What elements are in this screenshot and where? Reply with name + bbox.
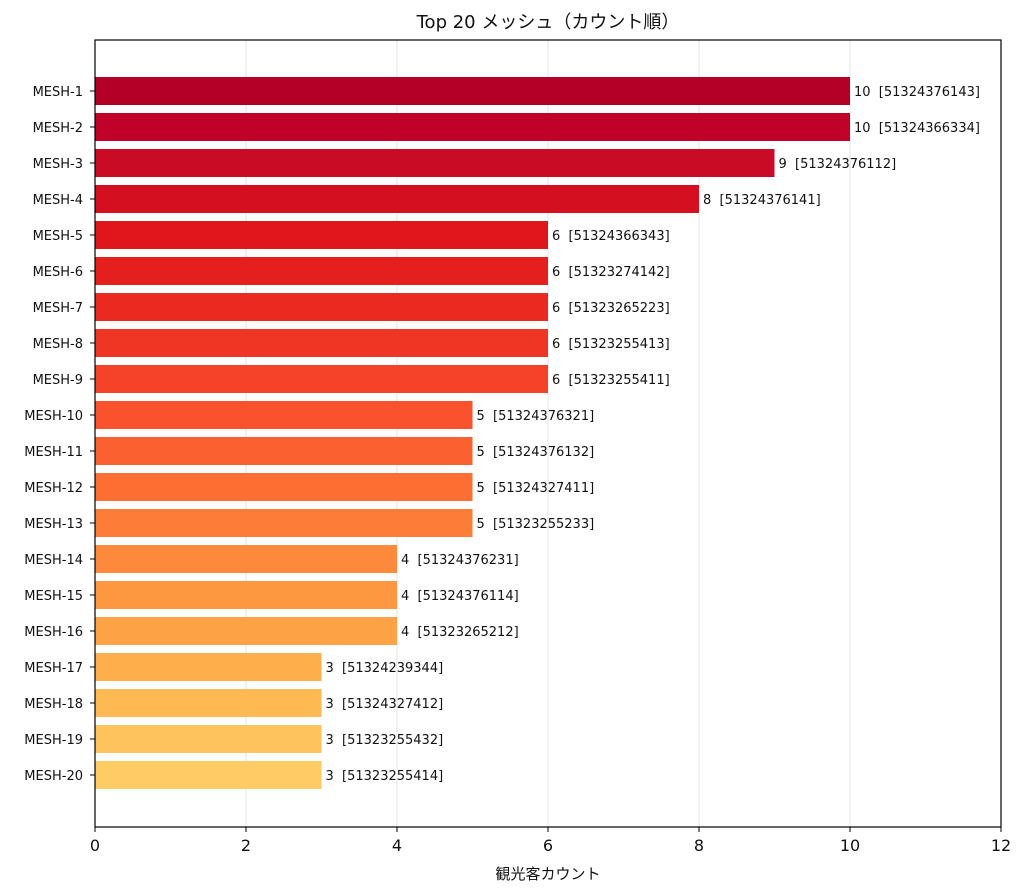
data-label: 5 [51324376132] [477,445,595,460]
y-tick-label: MESH-6 [33,265,83,280]
x-tick-label: 2 [241,836,251,855]
x-tick-label: 10 [840,836,860,855]
x-axis-ticks: 0 2 4 6 8 10 12 [90,827,1011,855]
data-label: 4 [51323265212] [401,625,519,640]
bar [95,77,850,105]
y-axis-ticks: MESH-1 MESH-2 MESH-3 MESH-4 MESH-5 MESH-6 MESH… [24,85,95,784]
y-tick-label: MESH-10 [24,409,83,424]
data-label: 10 [51324376143] [854,85,980,100]
data-label: 3 [51323255432] [326,733,444,748]
y-tick-label: MESH-14 [24,553,83,568]
data-label: 5 [51324327411] [477,481,595,496]
plot-frame [94,39,1002,828]
data-label: 6 [51323255413] [552,337,670,352]
bar [95,365,548,393]
y-tick-label: MESH-16 [24,625,83,640]
x-tick-label: 6 [543,836,553,855]
x-tick-label: 12 [991,836,1011,855]
bar [95,149,775,177]
x-tick-label: 4 [392,836,402,855]
data-label: 6 [51323265223] [552,301,670,316]
x-tick-label: 8 [694,836,704,855]
bar [95,329,548,357]
data-label: 6 [51324366343] [552,229,670,244]
bar [95,473,473,501]
y-tick-label: MESH-4 [33,193,83,208]
data-labels: 10 [51324376143] 10 [51324366334] 9 [51324… [326,85,980,784]
data-label: 6 [51323274142] [552,265,670,280]
bar [95,437,473,465]
data-label: 8 [51324376141] [703,193,821,208]
x-axis-label: 観光客カウント [495,865,600,883]
y-tick-label: MESH-3 [33,157,83,172]
bar [95,761,322,789]
y-tick-label: MESH-19 [24,733,83,748]
data-label: 6 [51323255411] [552,373,670,388]
bar [95,509,473,537]
bar [95,113,850,141]
data-label: 3 [51323255414] [326,769,444,784]
bar [95,725,322,753]
bar [95,689,322,717]
bar [95,257,548,285]
y-tick-label: MESH-15 [24,589,83,604]
data-label: 3 [51324327412] [326,697,444,712]
bar [95,401,473,429]
data-label: 4 [51324376231] [401,553,519,568]
data-label: 9 [51324376112] [779,157,897,172]
y-tick-label: MESH-11 [24,445,83,460]
y-tick-label: MESH-8 [33,337,83,352]
y-tick-label: MESH-18 [24,697,83,712]
bars [95,77,850,789]
data-label: 5 [51324376321] [477,409,595,424]
y-tick-label: MESH-9 [33,373,83,388]
y-tick-label: MESH-20 [24,769,83,784]
bar [95,545,397,573]
y-tick-label: MESH-2 [33,121,83,136]
x-tick-label: 0 [90,836,100,855]
data-label: 4 [51324376114] [401,589,519,604]
y-tick-label: MESH-12 [24,481,83,496]
chart-title: Top 20 メッシュ（カウント順） [416,12,680,33]
y-tick-label: MESH-13 [24,517,83,532]
bar [95,581,397,609]
bar [95,617,397,645]
y-tick-label: MESH-1 [33,85,83,100]
y-tick-label: MESH-5 [33,229,83,244]
data-label: 3 [51324239344] [326,661,444,676]
bar [95,185,699,213]
bar [95,293,548,321]
y-tick-label: MESH-7 [33,301,83,316]
data-label: 5 [51323255233] [477,517,595,532]
bar [95,221,548,249]
data-label: 10 [51324366334] [854,121,980,136]
bar [95,653,322,681]
y-tick-label: MESH-17 [24,661,83,676]
